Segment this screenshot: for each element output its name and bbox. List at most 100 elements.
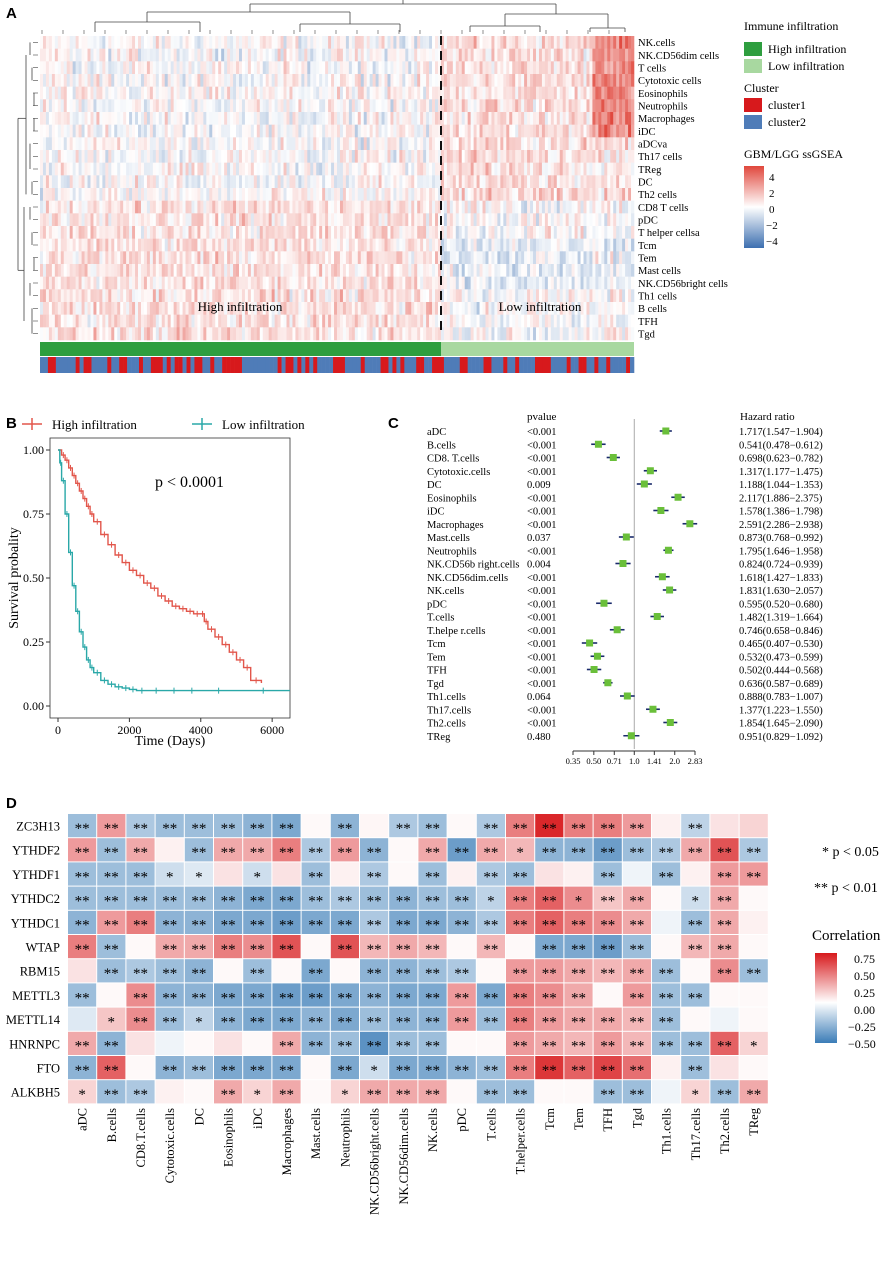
heatmap-cell	[485, 36, 489, 49]
heatmap-cell	[176, 327, 180, 341]
heatmap-cell	[345, 251, 350, 265]
heatmap-cell	[230, 188, 234, 201]
heatmap-cell	[476, 226, 480, 239]
heatmap-cell	[455, 200, 460, 214]
heatmap-cell	[449, 276, 454, 290]
heatmap-cell	[622, 150, 626, 163]
heatmap-cell	[268, 226, 272, 239]
heatmap-cell	[384, 302, 388, 315]
heatmap-cell	[631, 124, 635, 138]
heatmap-cell	[253, 61, 258, 75]
heatmap-cell	[221, 124, 225, 138]
heatmap-cell	[224, 124, 228, 138]
heatmap-cell	[256, 124, 261, 138]
heatmap-cell	[158, 86, 163, 100]
heatmap-cell	[108, 289, 112, 303]
heatmap-cell	[426, 302, 430, 315]
heatmap-cell	[218, 36, 222, 49]
heatmap-cell	[509, 36, 513, 49]
heatmap-cell	[544, 86, 549, 100]
heatmap-cell	[143, 137, 148, 151]
heatmap-cell	[72, 112, 76, 125]
heatmap-cell	[348, 124, 353, 138]
heatmap-cell	[387, 327, 391, 341]
heatmap-cell	[503, 162, 507, 176]
heatmap-cell	[452, 124, 457, 138]
heatmap-cell	[440, 162, 445, 176]
heatmap-cell	[363, 150, 367, 163]
heatmap-cell	[610, 86, 614, 100]
heatmap-cell	[631, 137, 635, 151]
heatmap-cell	[547, 36, 552, 49]
heatmap-cell	[538, 86, 543, 100]
heatmap-cell	[280, 264, 284, 277]
heatmap-cell	[179, 264, 183, 277]
heatmap-cell	[99, 302, 103, 315]
heatmap-cell	[500, 86, 504, 100]
heatmap-cell	[562, 264, 566, 277]
heatmap-cell	[631, 226, 635, 239]
heatmap-cell	[550, 264, 555, 277]
heatmap-cell	[81, 99, 85, 113]
heatmap-cell	[473, 302, 477, 315]
heatmap-cell	[42, 327, 47, 341]
heatmap-cell	[470, 112, 474, 125]
heatmap-cell	[348, 137, 353, 151]
heatmap-cell	[233, 175, 237, 189]
heatmap-cell	[622, 200, 626, 214]
heatmap-cell	[283, 86, 287, 100]
heatmap-cell	[54, 86, 59, 100]
heatmap-cell	[310, 276, 314, 290]
heatmap-cell	[452, 314, 457, 328]
heatmap-cell	[544, 314, 549, 328]
heatmap-cell	[369, 137, 373, 151]
heatmap-cell	[491, 162, 495, 176]
heatmap-cell	[182, 289, 186, 303]
heatmap-cell	[512, 99, 516, 113]
heatmap-cell	[378, 150, 382, 163]
heatmap-cell	[319, 289, 323, 303]
heatmap-cell	[443, 112, 448, 125]
heatmap-cell	[348, 264, 353, 277]
heatmap-cell	[185, 302, 189, 315]
heatmap-cell	[622, 327, 626, 341]
heatmap-cell	[616, 289, 620, 303]
heatmap-cell	[295, 124, 299, 138]
heatmap-cell	[455, 74, 460, 87]
heatmap-cell	[227, 238, 231, 252]
heatmap-cell	[75, 251, 79, 265]
heatmap-cell	[449, 175, 454, 189]
heatmap-cell	[140, 112, 145, 125]
heatmap-cell	[512, 302, 516, 315]
heatmap-cell	[149, 327, 154, 341]
heatmap-cell	[289, 36, 293, 49]
heatmap-cell	[289, 276, 293, 290]
heatmap-cell	[66, 48, 70, 62]
heatmap-cell	[601, 74, 605, 87]
heatmap-cell	[179, 61, 183, 75]
heatmap-cell	[610, 200, 614, 214]
heatmap-cell	[351, 302, 356, 315]
heatmap-cell	[325, 61, 329, 75]
heatmap-cell	[78, 213, 82, 227]
heatmap-cell	[322, 48, 326, 62]
heatmap-cell	[479, 188, 483, 201]
heatmap-cell	[437, 137, 442, 151]
heatmap-cell	[583, 213, 587, 227]
heatmap-cell	[387, 48, 391, 62]
heatmap-cell	[479, 150, 483, 163]
heatmap-cell	[102, 99, 106, 113]
heatmap-cell	[265, 61, 269, 75]
heatmap-cell	[48, 99, 53, 113]
heatmap-cell	[310, 150, 314, 163]
heatmap-cell	[215, 86, 219, 100]
heatmap-cell	[339, 150, 344, 163]
heatmap-cell	[408, 175, 412, 189]
heatmap-cell	[500, 48, 504, 62]
heatmap-cell	[527, 137, 531, 151]
heatmap-cell	[179, 124, 183, 138]
heatmap-cell	[289, 74, 293, 87]
heatmap-cell	[378, 175, 382, 189]
heatmap-cell	[625, 112, 629, 125]
heatmap-cell	[541, 251, 546, 265]
